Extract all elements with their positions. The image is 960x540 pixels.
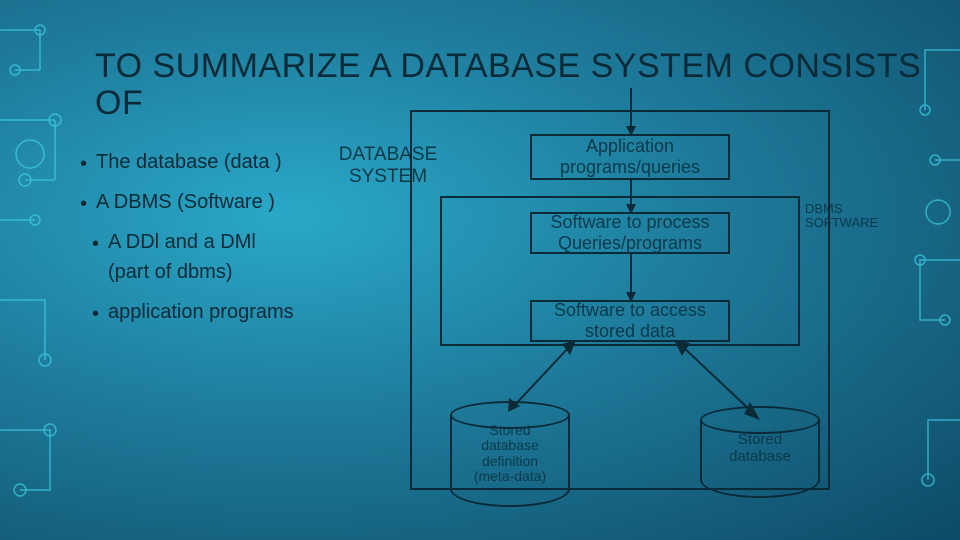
bullet-text: The database (data ) [96,151,282,173]
bullet-text: A DDl and a DMl [108,231,256,253]
bullet-item: A DDl and a DMl (part of dbms) [80,228,340,286]
process-queries-box: Software to process Queries/programs [530,212,730,254]
arrow-proc-access [625,254,637,302]
circuit-decoration-left [0,0,80,540]
bullet-subtext: (part of dbms) [108,258,232,286]
bullet-item: A DBMS (Software ) [80,188,340,216]
access-data-box: Software to access stored data [530,300,730,342]
stored-db-cylinder: Stored database [700,420,820,498]
dbms-software-label: DBMS SOFTWARE [805,202,885,231]
bullet-item: The database (data ) [80,148,340,176]
bullet-list: The database (data ) A DBMS (Software ) … [80,148,340,338]
box-label: Application programs/queries [532,136,728,177]
diagram-area: DATABASE SYSTEM Application programs/que… [310,140,950,530]
app-programs-box: Application programs/queries [530,134,730,180]
bullet-text: application programs [108,301,294,323]
box-label: Software to access stored data [532,300,728,341]
box-label: Software to process Queries/programs [532,212,728,253]
bullet-item: application programs [80,298,340,326]
arrow-top [625,88,637,136]
cylinder-label: Stored database definition (meta-data) [452,423,568,485]
metadata-cylinder: Stored database definition (meta-data) [450,415,570,507]
cylinder-label: Stored database [702,432,818,465]
bullet-text: A DBMS (Software ) [96,191,275,213]
